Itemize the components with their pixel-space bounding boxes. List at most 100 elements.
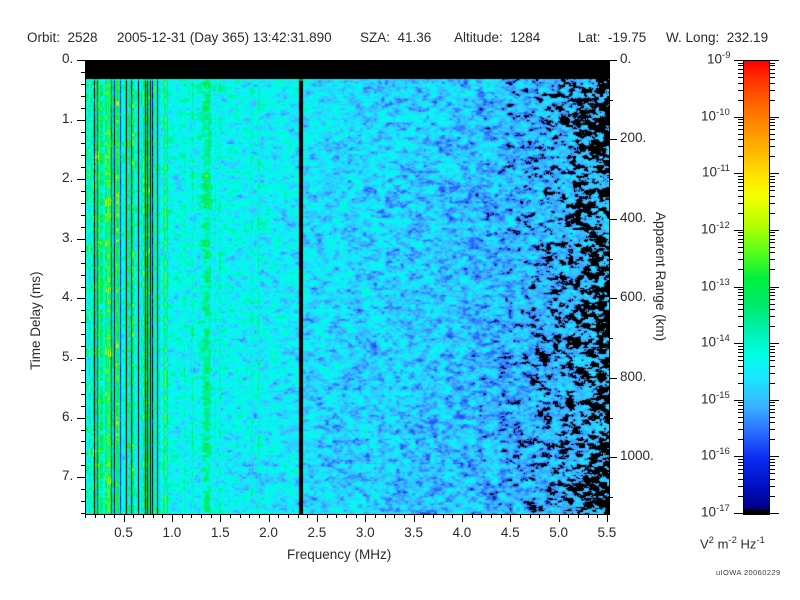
colorbar-minor-tick: [738, 346, 743, 347]
y-right-tick-label-5: 1000.: [620, 448, 654, 464]
y-left-minor-tick: [81, 251, 85, 252]
x-major-tick-9: [559, 514, 560, 522]
y-right-major-tick-1: [609, 139, 617, 140]
colorbar-minor-tick: [738, 83, 743, 84]
y-right-major-tick-2: [609, 219, 617, 220]
y-left-minor-tick: [81, 191, 85, 192]
colorbar-minor-tick: [738, 235, 743, 236]
x-axis-title: Frequency (MHz): [287, 547, 392, 562]
y-left-minor-tick: [81, 489, 85, 490]
colorbar-minor-tick: [738, 242, 743, 243]
y-left-tick-label-3: 3.: [62, 229, 74, 245]
x-tick-label-10: 5.5: [597, 525, 617, 540]
colorbar-minor-tick-right: [770, 409, 775, 410]
colorbar-minor-tick-right: [770, 352, 775, 353]
colorbar-minor-tick-right: [770, 259, 775, 260]
x-major-tick-3: [269, 514, 270, 522]
x-minor-tick: [433, 514, 434, 518]
x-minor-tick: [288, 514, 289, 518]
colorbar-minor-tick: [738, 190, 743, 191]
colorbar-minor-tick-right: [770, 196, 775, 197]
header-field-5: W. Long: 232.19: [666, 30, 769, 45]
y-left-tick-label-5: 5.: [62, 349, 74, 365]
colorbar-minor-tick: [738, 213, 743, 214]
y-right-major-tick-3: [609, 298, 617, 299]
colorbar-minor-tick: [738, 429, 743, 430]
colorbar-major-tick-4: [734, 287, 743, 288]
x-major-tick-7: [462, 514, 463, 522]
header-field-0: Orbit: 2528: [27, 30, 98, 45]
colorbar-minor-tick: [738, 289, 743, 290]
y-left-minor-tick: [81, 334, 85, 335]
y-left-minor-tick: [81, 370, 85, 371]
y-left-minor-tick: [81, 96, 85, 97]
colorbar-minor-tick: [738, 309, 743, 310]
colorbar-minor-tick: [738, 360, 743, 361]
y-right-minor-tick: [609, 497, 613, 498]
colorbar-minor-tick-right: [770, 462, 775, 463]
colorbar-minor-tick-right: [770, 119, 775, 120]
x-tick-label-6: 3.5: [404, 525, 423, 540]
colorbar-minor-tick-right: [770, 402, 775, 403]
x-minor-tick: [143, 514, 144, 518]
colorbar-minor-tick: [738, 295, 743, 296]
y-right-tick-label-1: 200.: [620, 130, 647, 146]
colorbar-tick-label-8: 10-17: [701, 503, 730, 520]
header-info-line: Orbit: 2528 2005-12-31 (Day 365) 13:42:31…: [0, 30, 800, 48]
colorbar-minor-tick-right: [770, 129, 775, 130]
colorbar-tick-label-4: 10-13: [701, 276, 730, 294]
colorbar-minor-tick: [738, 326, 743, 327]
x-minor-tick: [520, 514, 521, 518]
y-left-minor-tick: [81, 394, 85, 395]
y-left-minor-tick: [81, 322, 85, 323]
colorbar-minor-tick-right: [770, 417, 775, 418]
colorbar-minor-tick-right: [770, 63, 775, 64]
colorbar-minor-tick: [738, 186, 743, 187]
y-left-major-tick-7: [77, 477, 85, 478]
colorbar-major-tick-right-6: [770, 400, 779, 401]
y-left-tick-label-4: 4.: [62, 289, 74, 305]
colorbar-major-tick-8: [734, 513, 743, 514]
colorbar-minor-tick: [738, 465, 743, 466]
y-left-minor-tick: [81, 263, 85, 264]
header-field-1: 2005-12-31 (Day 365) 13:42:31.890: [117, 30, 332, 45]
colorbar-minor-tick: [738, 304, 743, 305]
colorbar-minor-tick: [738, 409, 743, 410]
x-minor-tick: [356, 514, 357, 518]
y-left-minor-tick: [81, 84, 85, 85]
colorbar-minor-tick-right: [770, 304, 775, 305]
credit-label: uIOWA 20060229: [716, 568, 781, 577]
y-right-minor-tick: [609, 418, 613, 419]
x-minor-tick: [298, 514, 299, 518]
y-left-minor-tick: [81, 72, 85, 73]
colorbar-minor-tick-right: [770, 156, 775, 157]
y-left-minor-tick: [81, 287, 85, 288]
colorbar-minor-tick-right: [770, 465, 775, 466]
x-minor-tick: [588, 514, 589, 518]
x-minor-tick: [501, 514, 502, 518]
colorbar-minor-tick: [738, 77, 743, 78]
colorbar-minor-tick-right: [770, 83, 775, 84]
y-left-minor-tick: [81, 465, 85, 466]
y-left-minor-tick: [81, 513, 85, 514]
colorbar-minor-tick: [738, 412, 743, 413]
x-minor-tick: [336, 514, 337, 518]
header-field-2: SZA: 41.36: [360, 30, 432, 45]
colorbar-minor-tick: [738, 247, 743, 248]
y-axis-left-title: Time Delay (ms): [28, 271, 43, 370]
colorbar-minor-tick: [738, 90, 743, 91]
colorbar-minor-tick-right: [770, 289, 775, 290]
x-minor-tick: [530, 514, 531, 518]
colorbar-minor-tick: [738, 65, 743, 66]
colorbar-minor-tick: [738, 316, 743, 317]
colorbar-minor-tick: [738, 422, 743, 423]
colorbar-minor-tick-right: [770, 292, 775, 293]
x-tick-label-3: 2.0: [259, 525, 278, 540]
y-left-minor-tick: [81, 167, 85, 168]
y-right-tick-label-3: 600.: [620, 289, 647, 305]
colorbar-minor-tick-right: [770, 247, 775, 248]
colorbar-minor-tick: [738, 473, 743, 474]
colorbar-major-tick-1: [734, 117, 743, 118]
y-left-tick-label-6: 6.: [62, 408, 74, 424]
colorbar-minor-tick: [738, 176, 743, 177]
